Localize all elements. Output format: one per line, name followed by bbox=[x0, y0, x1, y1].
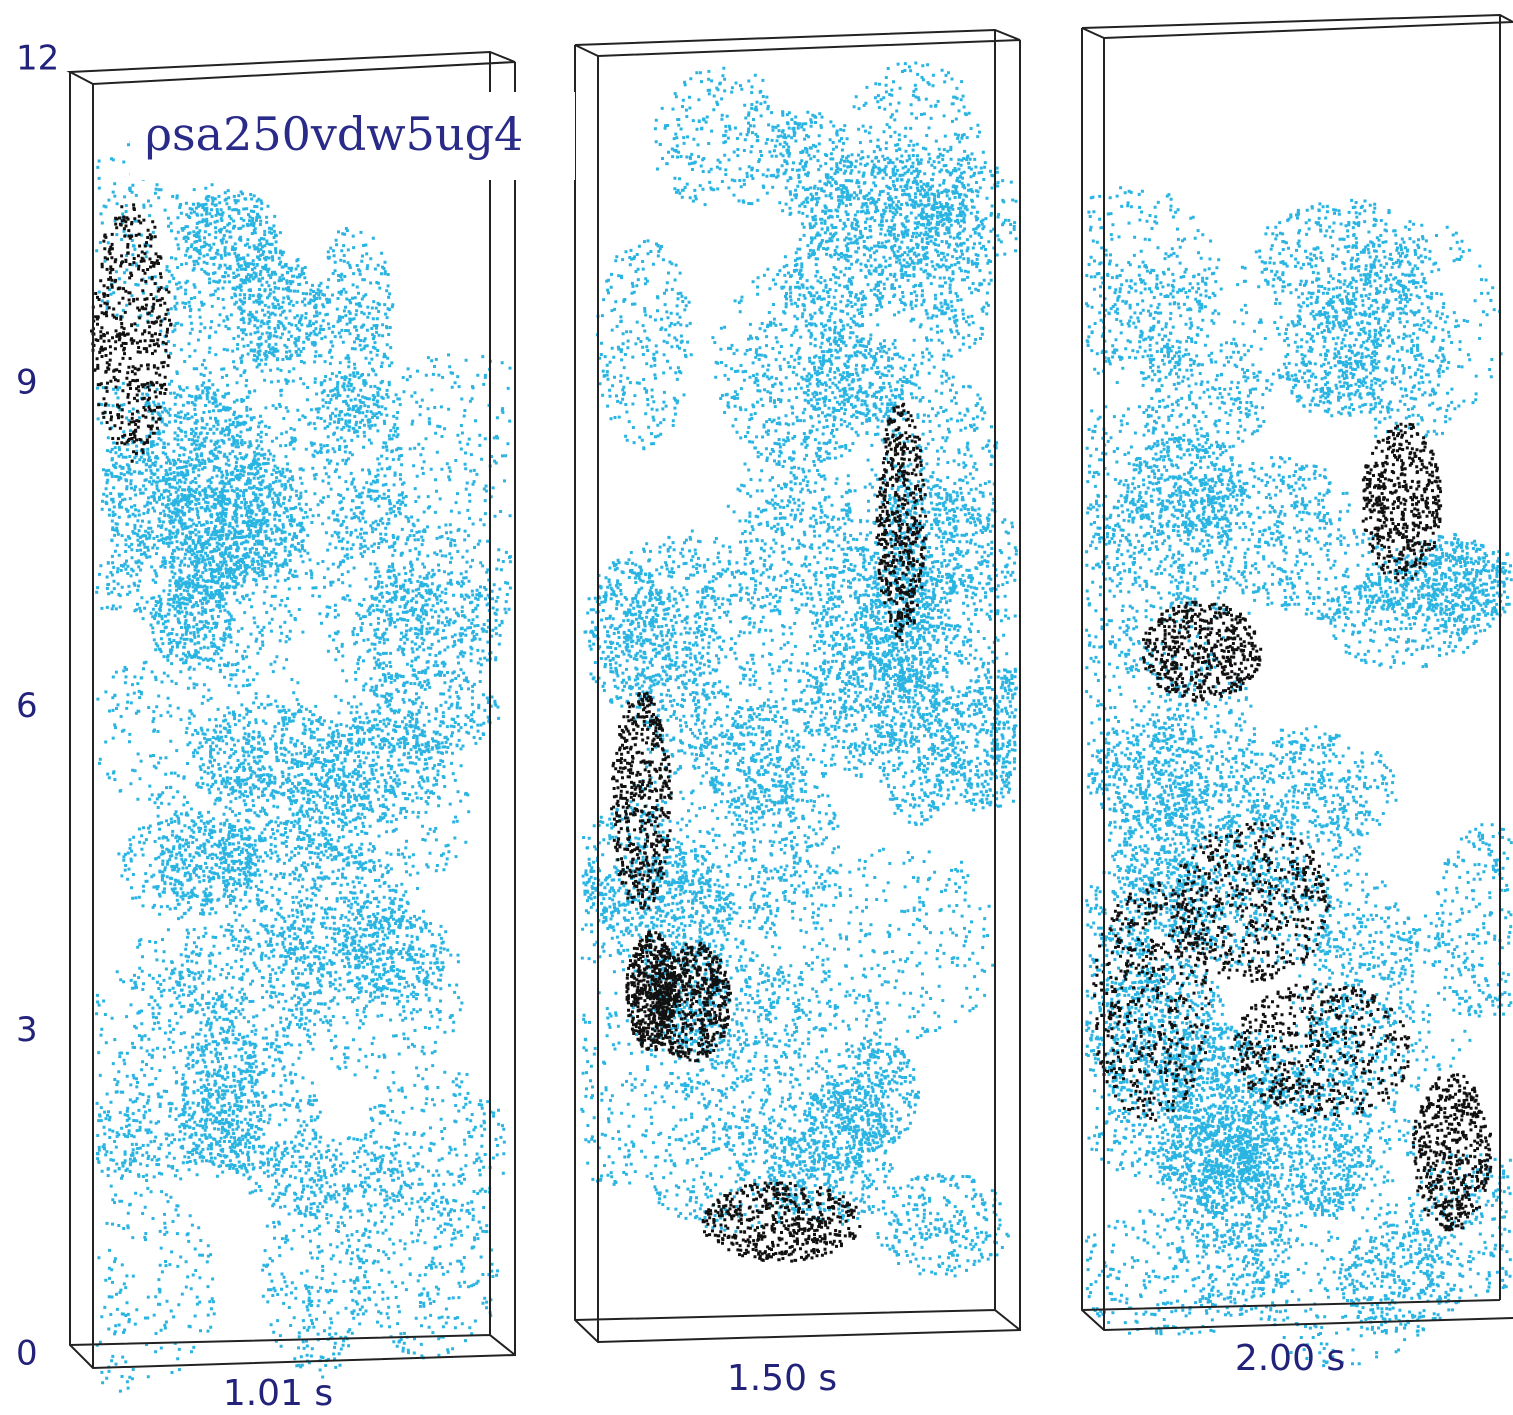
particle-cloud bbox=[352, 666, 500, 753]
particle-cloud bbox=[1237, 733, 1398, 845]
panel-time: 1.50 s bbox=[727, 1358, 837, 1399]
particle-cloud bbox=[301, 722, 471, 896]
particle-cloud bbox=[96, 1185, 216, 1393]
particle-cloud bbox=[155, 820, 262, 901]
figure: ρsa250vdw5ug4 0 3 6 9 12 1.01 s 1.50 s 2.00 … bbox=[0, 0, 1513, 1415]
y-tick-label: 9 bbox=[16, 362, 38, 402]
panel-time: 1.01 s bbox=[223, 1373, 333, 1414]
y-tick-label: 0 bbox=[16, 1334, 38, 1374]
particle-cloud bbox=[770, 111, 853, 229]
dark-particle-cluster bbox=[1142, 601, 1262, 703]
particle-cloud bbox=[946, 671, 1018, 808]
particle-cloud bbox=[292, 895, 464, 1079]
particle-cloud bbox=[196, 703, 350, 799]
particle-cloud bbox=[1085, 625, 1197, 788]
particle-cloud bbox=[736, 733, 840, 932]
panel-time: 2.00 s bbox=[1235, 1338, 1345, 1379]
particle-cloud bbox=[711, 263, 896, 460]
particle-cloud bbox=[596, 239, 693, 450]
particle-cloud bbox=[159, 208, 291, 407]
particle-cloud bbox=[814, 143, 979, 290]
dark-particle-cluster bbox=[1231, 980, 1411, 1119]
y-axis: 0 3 6 9 12 bbox=[16, 39, 59, 1374]
particle-cloud bbox=[349, 1192, 499, 1360]
particle-cloud bbox=[1126, 437, 1241, 536]
y-tick-label: 3 bbox=[16, 1010, 38, 1050]
particles bbox=[90, 62, 1513, 1393]
particle-cloud bbox=[780, 216, 886, 343]
particle-cloud bbox=[1435, 823, 1513, 1017]
figure-label: ρsa250vdw5ug4 bbox=[145, 107, 523, 161]
y-tick-label: 6 bbox=[16, 686, 38, 726]
particle-cloud bbox=[246, 1136, 414, 1220]
particle-cloud bbox=[901, 564, 1018, 766]
y-tick-label: 12 bbox=[16, 39, 59, 79]
particle-cloud bbox=[654, 67, 791, 206]
particle-cloud bbox=[803, 848, 994, 1041]
particle-cloud bbox=[1086, 186, 1222, 384]
particle-cloud bbox=[1108, 771, 1207, 899]
particle-cloud bbox=[876, 1173, 1010, 1277]
particle-cloud bbox=[1085, 1209, 1265, 1335]
dark-particle-cluster bbox=[1362, 423, 1442, 583]
particle-cloud bbox=[261, 1166, 367, 1378]
